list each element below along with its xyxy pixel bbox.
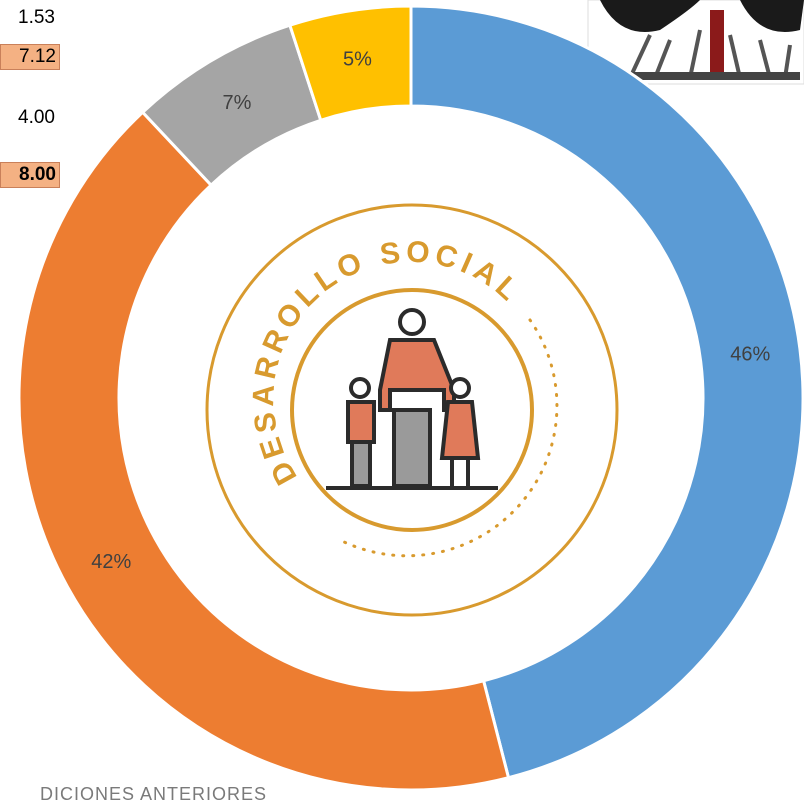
page: {"side_table": ["1.53", "7.12", "4.00", … (0, 0, 804, 795)
family-icon (326, 310, 498, 488)
chart: 46%42%7%5% DESARROLLO SOCIAL (0, 0, 804, 795)
data-label: 5% (343, 48, 372, 70)
data-label: 42% (91, 551, 131, 573)
data-label: 46% (730, 343, 770, 365)
donut: 46% 42% 7% 5% (19, 6, 803, 790)
data-label: 7% (222, 92, 251, 114)
